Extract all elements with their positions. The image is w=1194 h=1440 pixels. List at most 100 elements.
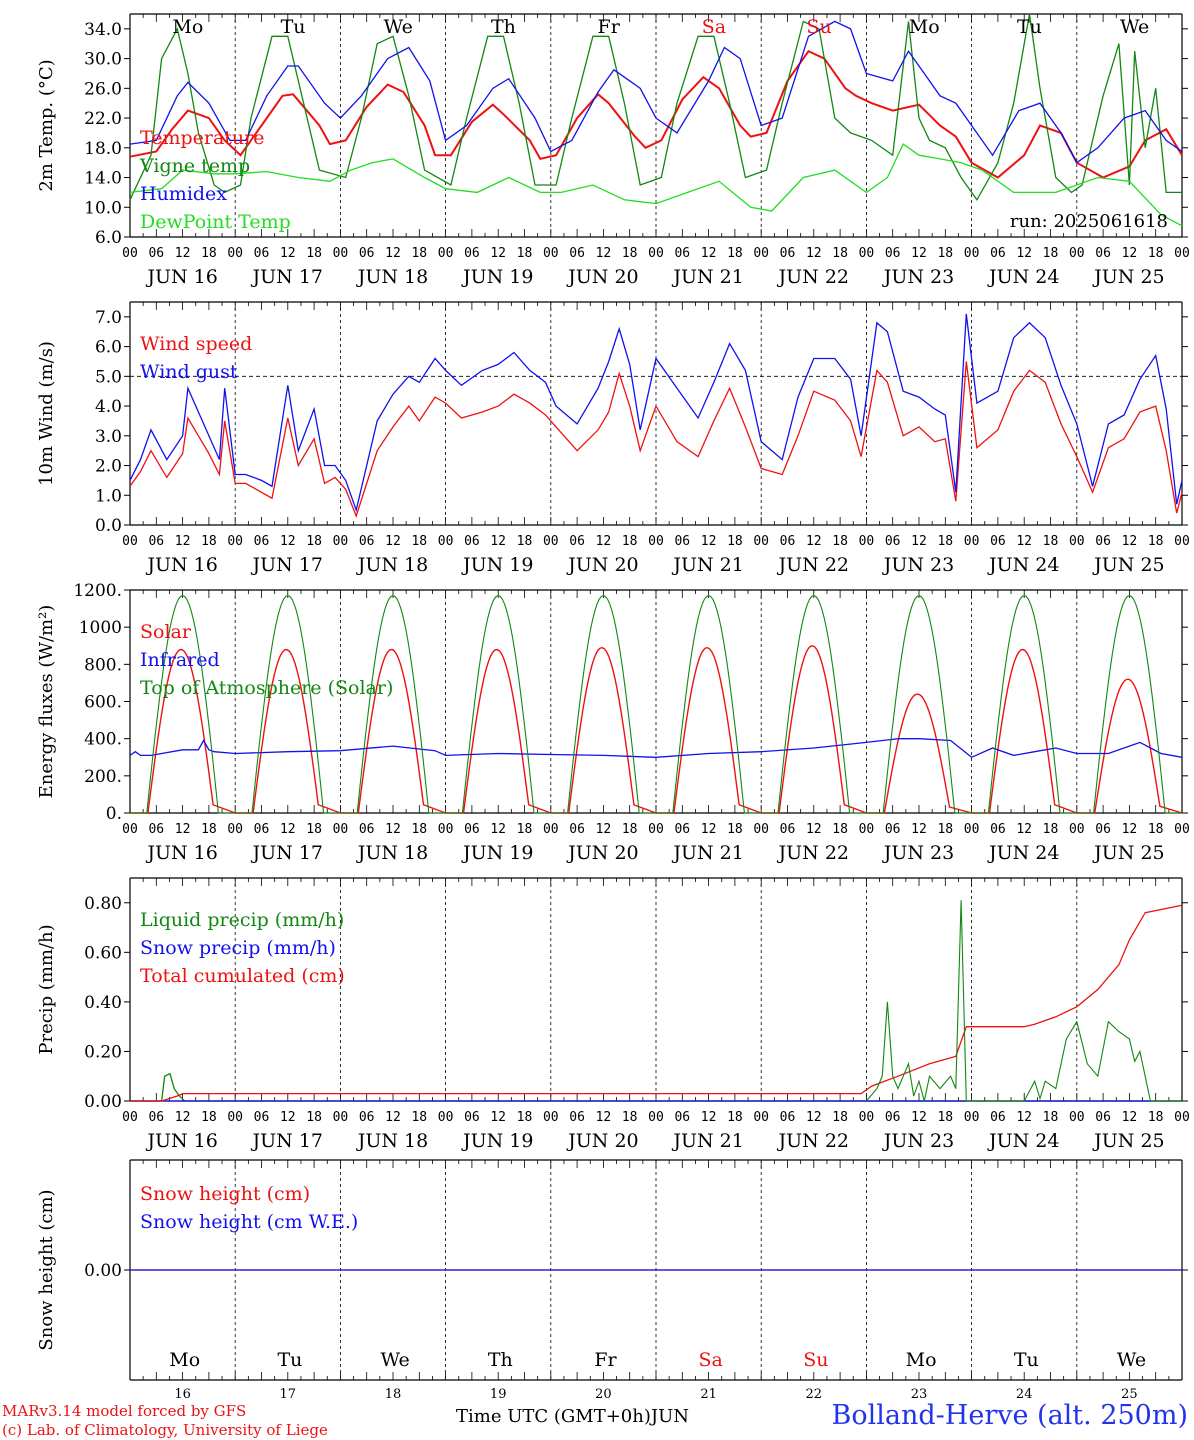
hour-label: 06 (148, 246, 164, 261)
hour-label: 00 (438, 246, 454, 261)
y-axis-label: Snow height (cm) (36, 1189, 57, 1350)
hour-label: 06 (569, 1110, 585, 1125)
weekday-label-bottom: We (1117, 1349, 1146, 1371)
date-label: JUN 21 (671, 842, 743, 864)
hour-label: 12 (806, 246, 822, 261)
date-label: JUN 21 (671, 266, 743, 288)
hour-label: 18 (201, 534, 217, 549)
hour-label: 00 (964, 534, 980, 549)
weekday-label-top: Mo (909, 16, 940, 38)
day-number: 18 (385, 1387, 402, 1402)
hour-label: 12 (175, 534, 191, 549)
hour-label: 06 (569, 534, 585, 549)
legend-entry: Snow height (cm) (140, 1183, 310, 1205)
hour-label: 12 (911, 534, 927, 549)
y-tick-label: 800. (84, 655, 122, 675)
date-label: JUN 25 (1092, 554, 1164, 576)
legend-entry: DewPoint Temp (140, 211, 291, 233)
hour-label: 12 (175, 246, 191, 261)
solar-day-curve (235, 648, 341, 814)
y-tick-label: 1200. (73, 581, 122, 601)
day-number: 17 (280, 1387, 297, 1402)
date-label: JUN 20 (566, 266, 638, 288)
hour-label: 18 (1148, 534, 1164, 549)
date-label: JUN 19 (461, 842, 533, 864)
hour-label: 00 (333, 246, 349, 261)
hour-label: 06 (464, 534, 480, 549)
hour-label: 18 (201, 246, 217, 261)
hour-label: 18 (306, 1110, 322, 1125)
hour-label: 12 (911, 822, 927, 837)
hour-label: 18 (832, 822, 848, 837)
hour-label: 06 (674, 246, 690, 261)
date-label: JUN 25 (1092, 842, 1164, 864)
hour-label: 18 (727, 1110, 743, 1125)
weekday-label-bottom: Tu (277, 1349, 302, 1371)
y-tick-label: 22.0 (84, 109, 122, 129)
hour-label: 18 (1148, 1110, 1164, 1125)
hour-label: 18 (727, 246, 743, 261)
hour-label: 18 (201, 822, 217, 837)
y-axis-label: Precip (mm/h) (36, 924, 57, 1054)
y-tick-label: 14.0 (84, 169, 122, 189)
hour-label: 18 (937, 822, 953, 837)
date-label: JUN 20 (566, 842, 638, 864)
run-annotation: run: 2025061618 (1010, 211, 1168, 232)
date-label: JUN 18 (356, 554, 428, 576)
hour-label: 12 (385, 534, 401, 549)
weekday-label-top: Su (806, 16, 831, 38)
solar-day-curve (656, 646, 762, 814)
date-label: JUN 25 (1092, 1130, 1164, 1152)
hour-label: 00 (1174, 822, 1190, 837)
y-tick-label: 1.0 (95, 486, 122, 506)
hour-label: 06 (254, 246, 270, 261)
hour-label: 12 (1016, 822, 1032, 837)
legend-entry: Top of Atmosphere (Solar) (140, 677, 393, 699)
y-axis-label: Energy fluxes (W/m²) (36, 605, 57, 799)
hour-label: 12 (280, 822, 296, 837)
y-tick-label: 6.0 (95, 338, 122, 358)
day-number: 21 (700, 1387, 717, 1402)
y-tick-label: 5.0 (95, 367, 122, 387)
hour-label: 12 (175, 1110, 191, 1125)
y-tick-label: 0.60 (84, 943, 122, 963)
hour-label: 00 (753, 534, 769, 549)
date-label: JUN 24 (987, 554, 1059, 576)
date-label: JUN 23 (882, 266, 954, 288)
solar-day-curve (340, 648, 446, 814)
hour-label: 12 (1122, 534, 1138, 549)
weekday-label-top: Fr (598, 16, 621, 38)
hour-label: 00 (543, 246, 559, 261)
series-line-dewpoint-temp (129, 143, 1183, 227)
hour-label: 00 (438, 534, 454, 549)
hour-label: 00 (859, 246, 875, 261)
weekday-label-top: Sa (702, 16, 726, 38)
toa-day-curve (866, 595, 972, 814)
weekday-label-bottom: Mo (169, 1349, 200, 1371)
hour-label: 06 (1095, 822, 1111, 837)
date-label: JUN 19 (461, 554, 533, 576)
time-axis-label: Time UTC (GMT+0h)JUN (456, 1406, 689, 1427)
series-line-infrared (129, 738, 1183, 759)
date-label: JUN 17 (251, 842, 323, 864)
y-tick-label: 0.80 (84, 894, 122, 914)
toa-day-curve (445, 595, 551, 814)
series-line-liquid-precip-mm-h- (130, 1072, 1182, 1102)
hour-label: 00 (964, 246, 980, 261)
solar-day-curve (971, 648, 1078, 814)
y-tick-label: 0. (106, 804, 122, 824)
series-line-vigne-temp (129, 13, 1182, 202)
hour-label: 18 (517, 246, 533, 261)
hour-label: 12 (490, 246, 506, 261)
date-label: JUN 24 (987, 842, 1059, 864)
hour-label: 06 (148, 822, 164, 837)
date-label: JUN 22 (777, 842, 849, 864)
hour-label: 06 (569, 246, 585, 261)
hour-label: 06 (674, 822, 690, 837)
date-label: JUN 23 (882, 554, 954, 576)
toa-day-curve (656, 595, 762, 814)
hour-label: 00 (543, 534, 559, 549)
hour-label: 00 (227, 534, 243, 549)
hour-label: 18 (517, 534, 533, 549)
hour-label: 18 (832, 534, 848, 549)
